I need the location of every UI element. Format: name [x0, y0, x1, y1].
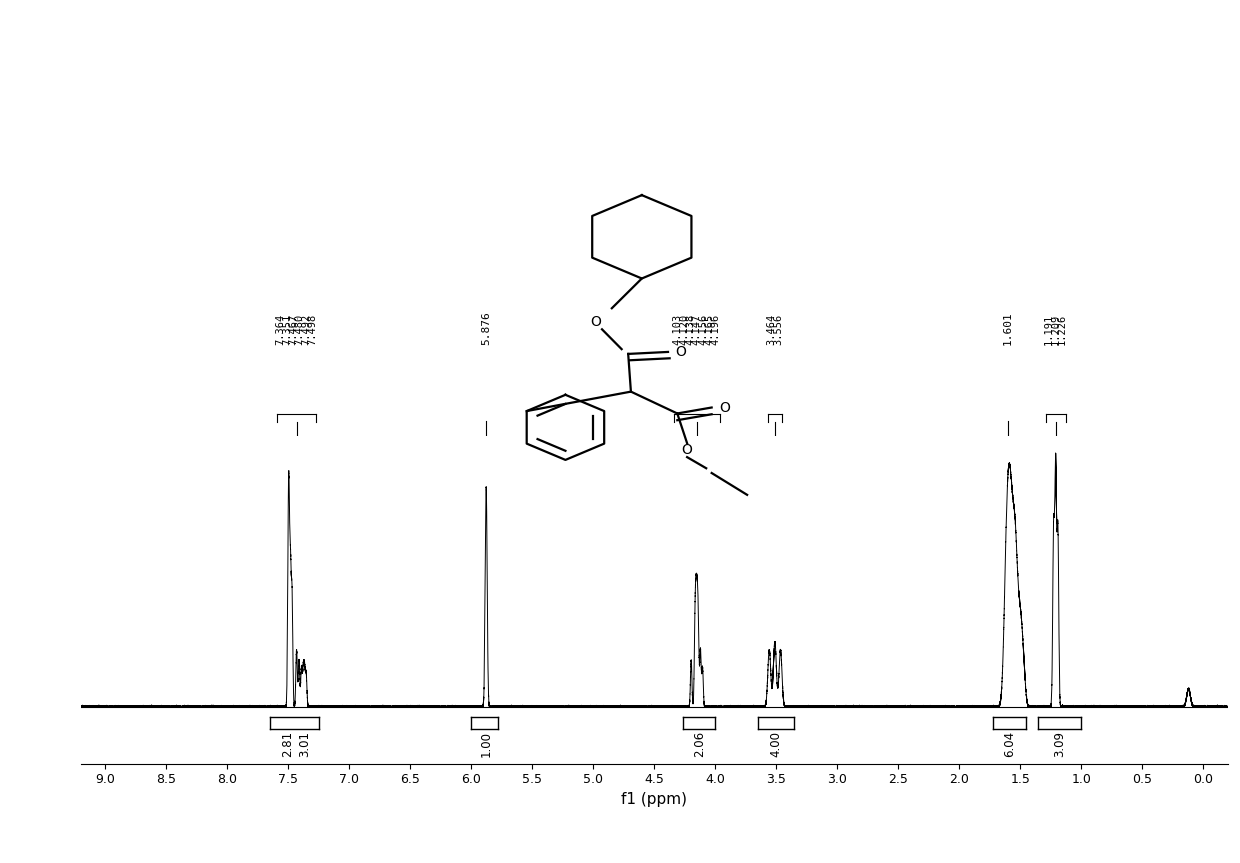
Text: 4.138: 4.138 [686, 313, 696, 344]
Text: 4.147: 4.147 [692, 313, 702, 344]
Text: 3.464: 3.464 [766, 313, 776, 344]
Text: 2.06: 2.06 [693, 731, 706, 757]
Text: 4.00: 4.00 [770, 731, 782, 757]
Text: 2.81: 2.81 [281, 731, 295, 757]
Text: 7.467: 7.467 [289, 313, 299, 344]
Text: 1.191: 1.191 [1044, 313, 1054, 344]
Text: 1.601: 1.601 [1003, 311, 1013, 344]
Text: 3.09: 3.09 [1053, 731, 1066, 757]
Text: O: O [676, 345, 687, 359]
Text: 1.226: 1.226 [1056, 313, 1066, 344]
Text: 4.165: 4.165 [704, 313, 714, 344]
Text: 1.00: 1.00 [480, 731, 492, 757]
Text: 4.156: 4.156 [698, 313, 708, 344]
Text: O: O [590, 315, 601, 329]
Text: 7.364: 7.364 [275, 313, 285, 344]
Text: 4.103: 4.103 [673, 313, 683, 344]
Text: 1.209: 1.209 [1050, 313, 1060, 344]
X-axis label: f1 (ppm): f1 (ppm) [621, 792, 687, 807]
Text: 4.196: 4.196 [711, 313, 720, 344]
Text: O: O [682, 444, 693, 457]
Text: 7.492: 7.492 [301, 313, 311, 344]
Text: 3.556: 3.556 [773, 313, 784, 344]
Text: 3.01: 3.01 [299, 731, 311, 757]
Text: 4.120: 4.120 [680, 313, 689, 344]
Text: 7.480: 7.480 [295, 313, 305, 344]
Text: 6.04: 6.04 [1003, 731, 1017, 757]
Text: 5.876: 5.876 [481, 311, 491, 344]
Text: 7.351: 7.351 [281, 313, 293, 344]
Text: 7.498: 7.498 [308, 313, 317, 344]
Text: O: O [719, 400, 730, 414]
